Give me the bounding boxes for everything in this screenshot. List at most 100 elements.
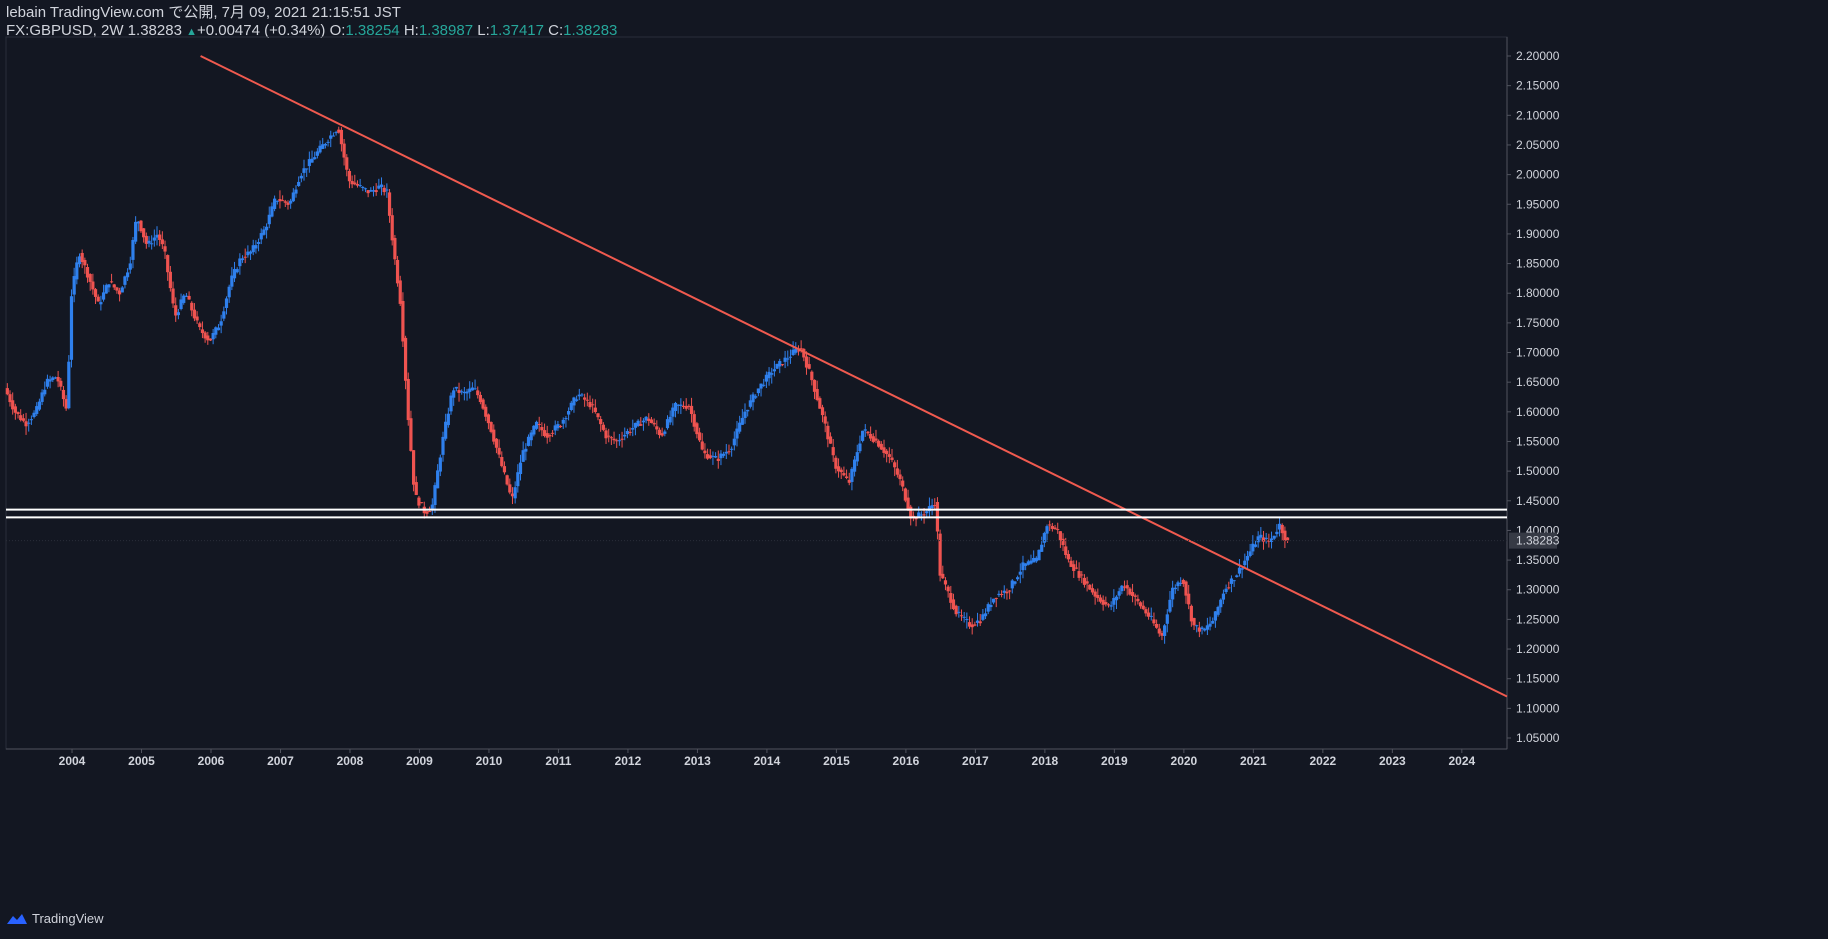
candle-body xyxy=(1117,591,1121,596)
candle-body xyxy=(313,157,317,160)
x-tick-label: 2014 xyxy=(754,754,781,768)
candle-body xyxy=(885,450,889,455)
candle-body xyxy=(647,418,651,421)
candle-body xyxy=(1261,537,1266,542)
y-tick-label: 2.00000 xyxy=(1516,168,1560,182)
candle-body xyxy=(494,438,499,448)
y-tick-label: 2.15000 xyxy=(1516,79,1560,93)
candle-body xyxy=(240,258,245,261)
candle-body xyxy=(962,616,966,618)
candle-body xyxy=(526,436,531,446)
candle-body xyxy=(438,457,442,472)
candle-body xyxy=(1098,597,1103,602)
y-tick-label: 1.05000 xyxy=(1516,731,1560,745)
candle-body xyxy=(11,400,15,410)
last-price-label: 1.38283 xyxy=(1509,532,1560,549)
candle-body xyxy=(1227,587,1231,589)
y-tick-label: 2.05000 xyxy=(1516,138,1560,152)
candle-body xyxy=(930,505,934,509)
candle-body xyxy=(310,158,314,163)
candle-body xyxy=(497,447,501,455)
candle-body xyxy=(925,511,929,514)
candle-body xyxy=(150,243,154,245)
candle-body xyxy=(553,425,557,431)
chart-grid xyxy=(5,36,1508,750)
candle-body xyxy=(810,371,814,381)
candle-body xyxy=(398,280,402,304)
candle-body xyxy=(855,452,859,462)
candle-body xyxy=(334,132,338,134)
candle-body xyxy=(1149,615,1153,617)
candle-body xyxy=(366,190,370,194)
candle-body xyxy=(478,394,483,403)
candle-body xyxy=(703,450,707,454)
candle-body xyxy=(195,316,199,321)
candle-body xyxy=(668,416,672,423)
x-tick-label: 2005 xyxy=(128,754,155,768)
candle-body xyxy=(689,405,694,415)
candle-body xyxy=(1045,526,1049,534)
candle-body xyxy=(738,422,742,432)
candle-body xyxy=(281,200,285,202)
candle-body xyxy=(639,424,643,426)
candle-body xyxy=(264,226,269,231)
candle-body xyxy=(756,388,760,394)
candle-body xyxy=(978,621,982,624)
candle-body xyxy=(791,349,795,356)
candle-body xyxy=(591,404,595,406)
candle-body xyxy=(890,457,894,460)
candle-body xyxy=(949,593,953,603)
candle-body xyxy=(1034,557,1038,562)
x-tick-label: 2024 xyxy=(1448,754,1475,768)
candle-body xyxy=(911,515,915,517)
candle-body xyxy=(1029,560,1033,564)
candle-body xyxy=(521,450,525,462)
candle-body xyxy=(1048,524,1052,526)
brand-label: TradingView xyxy=(32,911,104,926)
candle-body xyxy=(903,488,907,501)
candle-body xyxy=(649,419,654,423)
candle-body xyxy=(184,295,189,297)
candle-body xyxy=(569,402,573,411)
candle-body xyxy=(529,432,533,441)
candle-body xyxy=(235,269,239,273)
candle-body xyxy=(1235,575,1239,578)
candle-body xyxy=(473,388,477,390)
candle-body xyxy=(796,350,801,352)
time-axis[interactable]: 2004 2005 2006 2007 2008 2009 2010 2011 2012 2013… xyxy=(59,749,1476,768)
candle-body xyxy=(144,235,148,244)
candle-body xyxy=(430,504,434,509)
candle-body xyxy=(740,417,744,425)
candle-body xyxy=(299,175,303,179)
candle-body xyxy=(575,399,579,401)
candle-body xyxy=(208,338,213,341)
candle-body xyxy=(601,424,605,430)
candle-body xyxy=(775,363,779,369)
tradingview-brand[interactable]: TradingView xyxy=(6,911,104,926)
candle-body xyxy=(155,234,159,238)
candle-body xyxy=(275,200,279,202)
candle-body xyxy=(126,272,130,278)
candle-body xyxy=(99,302,103,305)
candle-body xyxy=(294,189,298,194)
candle-body xyxy=(778,361,782,367)
candle-body xyxy=(406,378,410,421)
candle-body xyxy=(200,329,205,334)
candle-body xyxy=(112,284,116,288)
candle-body xyxy=(927,506,932,512)
candle-body xyxy=(1072,564,1076,571)
candle-body xyxy=(933,505,937,507)
candle-body xyxy=(297,181,301,187)
change-value: +0.00474 (+0.34%) xyxy=(196,22,326,39)
candle-body xyxy=(754,396,758,398)
candle-body xyxy=(21,418,25,421)
candle-body xyxy=(564,418,568,420)
candle-body xyxy=(377,185,381,189)
candle-body xyxy=(1259,534,1263,538)
y-tick-label: 1.30000 xyxy=(1516,583,1560,597)
candle-body xyxy=(152,237,156,241)
candle-body xyxy=(1008,590,1012,592)
price-axis[interactable]: 1.05000 1.10000 1.15000 1.20000 1.25000 1.300… xyxy=(1507,49,1560,745)
candle-body xyxy=(1141,605,1145,609)
